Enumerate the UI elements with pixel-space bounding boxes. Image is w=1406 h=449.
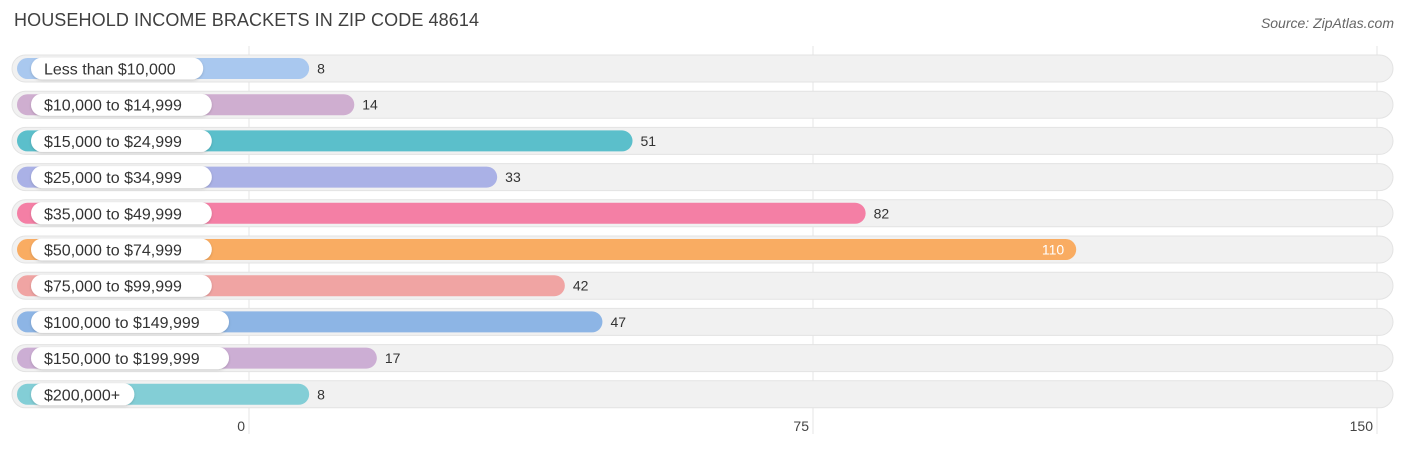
category-label: $25,000 to $34,999 bbox=[44, 170, 182, 187]
category-label-pill bbox=[31, 93, 212, 116]
category-label-pill bbox=[31, 310, 229, 333]
value-label: 110 bbox=[1042, 242, 1065, 258]
value-label: 14 bbox=[362, 97, 378, 113]
value-label: 47 bbox=[610, 314, 626, 330]
row-background bbox=[11, 54, 1394, 83]
category-label: $75,000 to $99,999 bbox=[44, 279, 182, 296]
category-label: $35,000 to $49,999 bbox=[44, 206, 182, 223]
category-label: $150,000 to $199,999 bbox=[44, 351, 200, 368]
value-label: 51 bbox=[641, 133, 657, 149]
category-label-pill bbox=[31, 202, 212, 225]
source-label: Source: ZipAtlas.com bbox=[1260, 15, 1394, 31]
category-label: $200,000+ bbox=[44, 387, 120, 404]
value-label: 33 bbox=[505, 169, 521, 185]
bar bbox=[17, 239, 1077, 260]
value-label: 42 bbox=[573, 278, 589, 294]
bar bbox=[17, 202, 866, 224]
category-label: $100,000 to $149,999 bbox=[44, 315, 200, 332]
value-label: 8 bbox=[317, 386, 325, 402]
category-label: Less than $10,000 bbox=[44, 62, 176, 79]
chart-title: HOUSEHOLD INCOME BRACKETS IN ZIP CODE 48… bbox=[14, 10, 480, 30]
x-tick-label: 75 bbox=[793, 418, 809, 434]
row-background bbox=[11, 90, 1394, 119]
category-label-pill bbox=[31, 166, 212, 189]
category-label: $10,000 to $14,999 bbox=[44, 98, 182, 115]
category-label: $15,000 to $24,999 bbox=[44, 134, 182, 151]
category-label-pill bbox=[31, 274, 212, 297]
value-label: 82 bbox=[874, 205, 890, 221]
category-label-pill bbox=[31, 57, 204, 80]
category-label: $50,000 to $74,999 bbox=[44, 243, 182, 260]
row-background bbox=[11, 380, 1394, 409]
x-tick-label: 150 bbox=[1350, 418, 1374, 434]
category-label-pill bbox=[31, 238, 212, 261]
value-label: 17 bbox=[385, 350, 401, 366]
category-label-pill bbox=[31, 129, 212, 152]
value-label: 8 bbox=[317, 61, 325, 77]
category-label-pill bbox=[31, 383, 135, 406]
x-tick-label: 0 bbox=[237, 418, 245, 434]
category-label-pill bbox=[31, 347, 229, 370]
